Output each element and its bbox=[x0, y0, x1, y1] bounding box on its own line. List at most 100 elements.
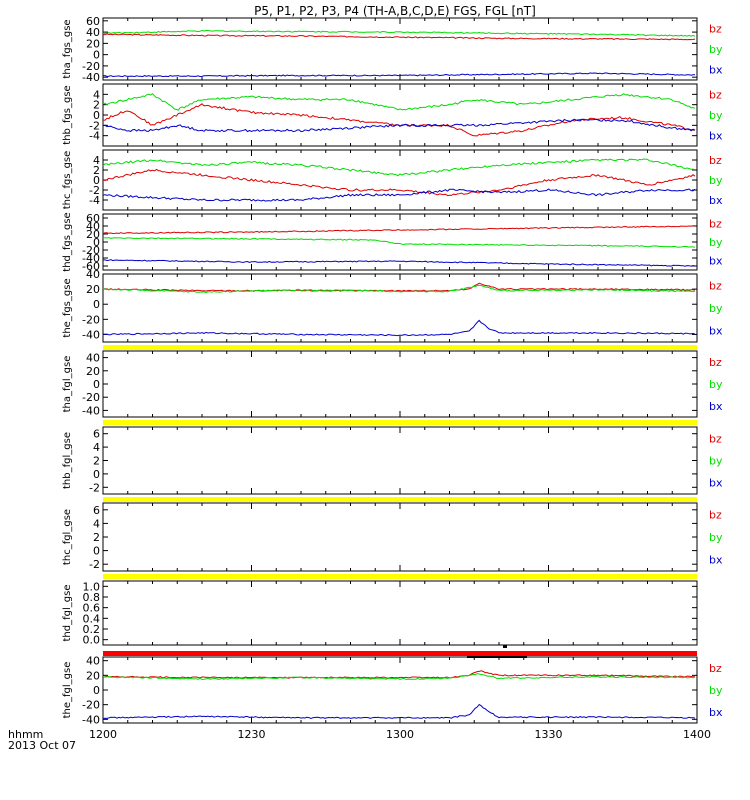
panel-ylabel: thd_fgs_gse bbox=[62, 212, 73, 271]
ytick-label: -20 bbox=[82, 699, 100, 712]
xtick-label: 1330 bbox=[535, 728, 563, 741]
series-by bbox=[102, 93, 696, 111]
ytick-label: -20 bbox=[82, 244, 100, 257]
legend-bz: bz bbox=[709, 509, 722, 522]
legend-by: by bbox=[709, 378, 723, 391]
flag-marker bbox=[503, 645, 507, 648]
ytick-label: 0 bbox=[93, 378, 100, 391]
ytick-label: 6 bbox=[93, 504, 100, 517]
series-bz bbox=[102, 33, 696, 41]
ytick-label: 0.2 bbox=[83, 623, 101, 636]
ytick-label: 0 bbox=[93, 49, 100, 62]
legend-bx: bx bbox=[709, 324, 723, 337]
ytick-label: -4 bbox=[89, 194, 100, 207]
panel-frame bbox=[102, 273, 698, 343]
ytick-label: 4 bbox=[93, 154, 100, 167]
legend-bx: bx bbox=[709, 194, 723, 207]
ytick-label: 2 bbox=[93, 455, 100, 468]
flag-bar bbox=[103, 574, 697, 579]
ytick-label: -40 bbox=[82, 252, 100, 265]
footer-hhmm: hhmm bbox=[8, 728, 43, 741]
ytick-label: -4 bbox=[89, 130, 100, 143]
time-axis: 1200 1230 1300 1330 1400 bbox=[89, 728, 711, 741]
ytick-label: 2 bbox=[93, 99, 100, 112]
ytick-label: -40 bbox=[82, 404, 100, 417]
panel-ylabel: tha_fgs_gse bbox=[62, 19, 73, 78]
panel-thb_fgs_gse: 420-2-4 thb_fgs_gse bz by bx bbox=[62, 83, 723, 147]
xtick-label: 1300 bbox=[386, 728, 414, 741]
ytick-label: 40 bbox=[86, 655, 100, 668]
ytick-label: 0.8 bbox=[83, 591, 101, 604]
ytick-label: 1.0 bbox=[83, 580, 101, 593]
ytick-label: 0 bbox=[93, 468, 100, 481]
series-by bbox=[102, 158, 696, 177]
ytick-label: 20 bbox=[86, 228, 100, 241]
plot-title: P5, P1, P2, P3, P4 (TH-A,B,C,D,E) FGS, F… bbox=[254, 4, 536, 18]
xtick-label: 1400 bbox=[683, 728, 711, 741]
ytick-label: 60 bbox=[86, 15, 100, 28]
flag-bar bbox=[103, 420, 697, 425]
ytick-label: 0.4 bbox=[83, 612, 101, 625]
series-by bbox=[102, 237, 696, 248]
panel-ylabel: the_fgs_gse bbox=[62, 278, 73, 337]
ytick-label: 60 bbox=[86, 212, 100, 225]
xtick-label: 1200 bbox=[89, 728, 117, 741]
ytick-label: -20 bbox=[82, 391, 100, 404]
flag-bars bbox=[103, 345, 697, 658]
panel-frame bbox=[102, 17, 698, 81]
series-bz bbox=[102, 225, 695, 235]
ytick-label: -40 bbox=[82, 328, 100, 341]
panel-thc_fgs_gse: 420-2-4 thc_fgs_gse bz by bx bbox=[62, 149, 723, 211]
panel-frame bbox=[102, 426, 698, 495]
ytick-label: -20 bbox=[82, 313, 100, 326]
ytick-label: 4 bbox=[93, 517, 100, 530]
panel-ylabel: thb_fgs_gse bbox=[62, 85, 73, 144]
xtick-label: 1230 bbox=[238, 728, 266, 741]
legend-bx: bx bbox=[709, 254, 723, 267]
series-bz bbox=[102, 168, 696, 197]
ytick-label: -2 bbox=[89, 184, 100, 197]
legend-by: by bbox=[709, 531, 723, 544]
footer-date: 2013 Oct 07 bbox=[8, 739, 76, 752]
panel-frame bbox=[102, 350, 698, 418]
ytick-label: 0 bbox=[93, 684, 100, 697]
ytick-label: 0 bbox=[93, 545, 100, 558]
panel-thd_fgl_gse: 1.00.80.60.40.20.0 thd_fgl_gse bbox=[62, 580, 698, 647]
panel-frame bbox=[102, 580, 698, 646]
ytick-label: 2 bbox=[93, 531, 100, 544]
panel-ylabel: thc_fgs_gse bbox=[62, 151, 73, 210]
legend-bz: bz bbox=[709, 356, 722, 369]
legend-by: by bbox=[709, 236, 723, 249]
panel-ylabel: thc_fgl_gse bbox=[62, 509, 73, 565]
legend-by: by bbox=[709, 109, 723, 122]
legend-by: by bbox=[709, 302, 723, 315]
legend-bz: bz bbox=[709, 432, 722, 445]
ytick-label: 40 bbox=[86, 26, 100, 39]
flag-marker bbox=[467, 656, 527, 658]
panel-ylabel: the_fgl_gse bbox=[62, 662, 73, 719]
ytick-label: 20 bbox=[86, 37, 100, 50]
ytick-label: 0.0 bbox=[83, 634, 101, 647]
legend-bz: bz bbox=[709, 662, 722, 675]
series-by bbox=[102, 673, 696, 680]
ytick-label: 6 bbox=[93, 428, 100, 441]
series-bx bbox=[102, 319, 696, 337]
series-bz bbox=[103, 670, 696, 679]
ytick-label: 0 bbox=[93, 174, 100, 187]
ytick-label: -2 bbox=[89, 481, 100, 494]
ytick-label: 40 bbox=[86, 220, 100, 233]
legend-bz: bz bbox=[709, 280, 722, 293]
panel-frame bbox=[102, 149, 698, 211]
series-bz bbox=[102, 103, 696, 137]
legend-bz: bz bbox=[709, 23, 722, 36]
panel-frame bbox=[102, 83, 698, 147]
ytick-label: 4 bbox=[93, 441, 100, 454]
legend-bz: bz bbox=[709, 218, 722, 231]
ytick-label: 0 bbox=[93, 109, 100, 122]
